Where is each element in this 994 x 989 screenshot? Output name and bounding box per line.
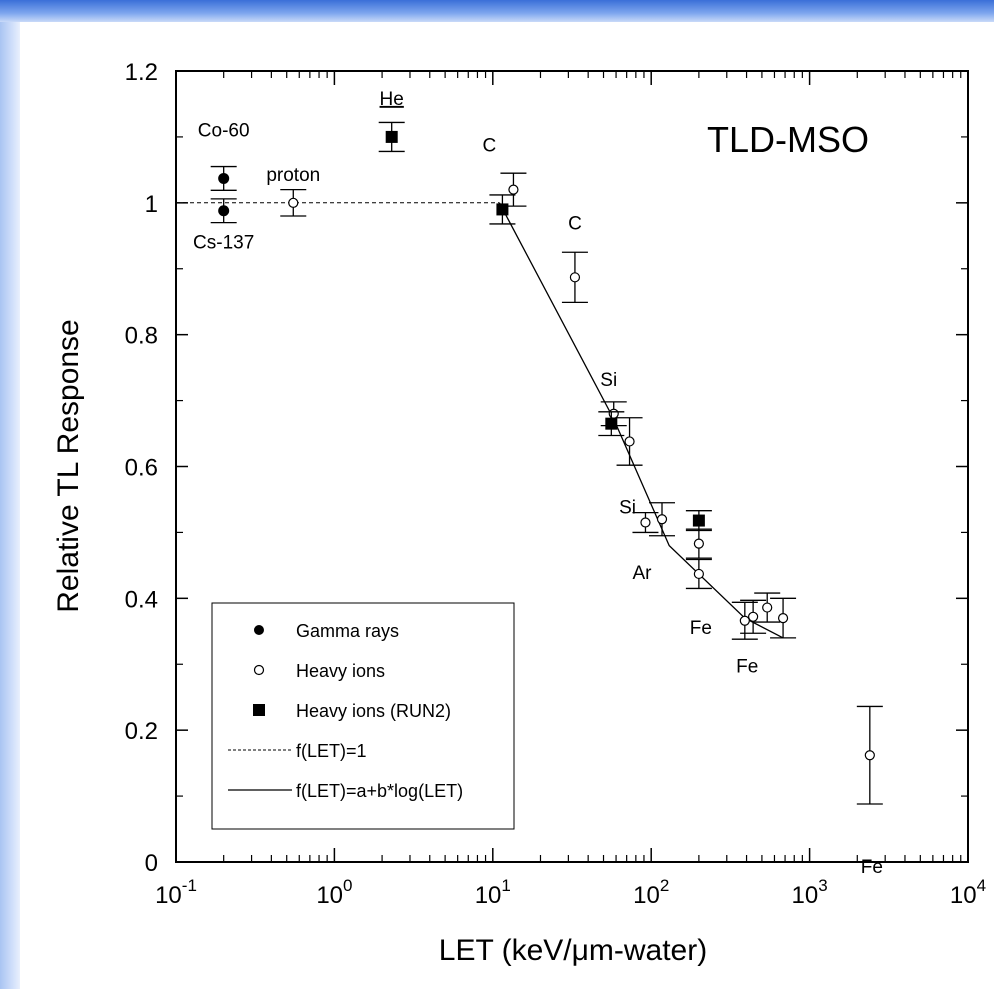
- x-tick-label: 101: [475, 876, 511, 909]
- x-tick-label: 100: [316, 876, 352, 909]
- legend: Gamma rays Heavy ions Heavy ions (RUN2) f(L…: [211, 602, 515, 830]
- chart-title: TLD-MSO: [707, 119, 869, 160]
- legend-marker-filled-circle: [254, 625, 264, 635]
- data-point-heavy-ion: [693, 538, 704, 549]
- data-point-heavy-ion: [762, 602, 773, 613]
- legend-label: f(LET)=1: [296, 741, 367, 761]
- legend-marker-open-circle: [253, 664, 265, 676]
- data-point-heavy-ion: [608, 408, 619, 419]
- x-tick-label: 103: [792, 876, 828, 909]
- point-annotations: Co-60 Cs-137 proton He C C Si Si Ar Fe Fe Fe: [193, 89, 883, 878]
- point-label: Si: [600, 370, 617, 391]
- legend-marker-filled-square: [253, 704, 265, 716]
- point-label: Cs-137: [193, 233, 254, 254]
- y-tick-label: 0.2: [125, 718, 158, 745]
- legend-box: [211, 602, 515, 830]
- slide-side-bar: [0, 22, 20, 989]
- data-point-heavy-ion-run2: [385, 130, 398, 143]
- y-tick-label: 0.4: [125, 586, 158, 613]
- data-point-heavy-ion-run2: [605, 417, 618, 430]
- data-point-heavy-ion: [739, 615, 750, 626]
- legend-label: Heavy ions (RUN2): [296, 701, 451, 721]
- y-axis-label: Relative TL Response: [52, 319, 85, 613]
- point-label: C: [483, 135, 497, 156]
- data-point-heavy-ion-run2: [496, 203, 509, 216]
- y-tick-label: 1: [145, 191, 158, 218]
- point-label: Fe: [736, 657, 758, 678]
- point-label: proton: [266, 165, 320, 186]
- data-point-heavy-ion: [777, 613, 789, 624]
- fit-line-log: [498, 202, 784, 639]
- point-label: Co-60: [198, 120, 250, 141]
- point-label: Ar: [633, 563, 653, 584]
- legend-label: Heavy ions: [296, 661, 385, 681]
- data-point-gamma: [218, 172, 230, 184]
- data-point-heavy-ion: [693, 568, 704, 580]
- point-label: Fe: [861, 857, 883, 878]
- data-point-heavy-ion: [288, 197, 299, 208]
- y-tick-label: 0.8: [125, 323, 158, 350]
- data-point-gamma: [218, 205, 230, 217]
- data-point-heavy-ion: [656, 514, 668, 525]
- legend-label: Gamma rays: [296, 621, 399, 641]
- fit-lines: [176, 202, 784, 639]
- data-point-heavy-ion: [508, 184, 519, 195]
- y-tick-label: 0.6: [125, 455, 158, 482]
- data-point-heavy-ion: [569, 272, 581, 283]
- data-points: [210, 121, 883, 805]
- y-tick-label: 0: [145, 850, 158, 877]
- slide-top-bar: [0, 0, 994, 22]
- axes: 0 0.2 0.4 0.6 0.8 1 1.2 10-1 100 101 102 103 104: [125, 59, 986, 909]
- point-label: Fe: [690, 618, 712, 639]
- data-point-heavy-ion-run2: [692, 514, 705, 527]
- data-point-heavy-ion: [640, 517, 651, 528]
- y-tick-label: 1.2: [125, 59, 158, 86]
- x-axis-label: LET (keV/μm-water): [439, 934, 707, 967]
- x-tick-label: 10-1: [155, 876, 197, 909]
- x-tick-label: 104: [950, 876, 986, 909]
- data-point-heavy-ion: [748, 611, 759, 622]
- x-tick-label: 102: [633, 876, 669, 909]
- data-point-heavy-ion: [624, 436, 635, 447]
- point-label: He: [380, 89, 404, 110]
- legend-label: f(LET)=a+b*log(LET): [296, 781, 463, 801]
- point-label: C: [568, 213, 582, 234]
- point-label: Si: [619, 497, 636, 518]
- data-point-heavy-ion: [864, 750, 875, 761]
